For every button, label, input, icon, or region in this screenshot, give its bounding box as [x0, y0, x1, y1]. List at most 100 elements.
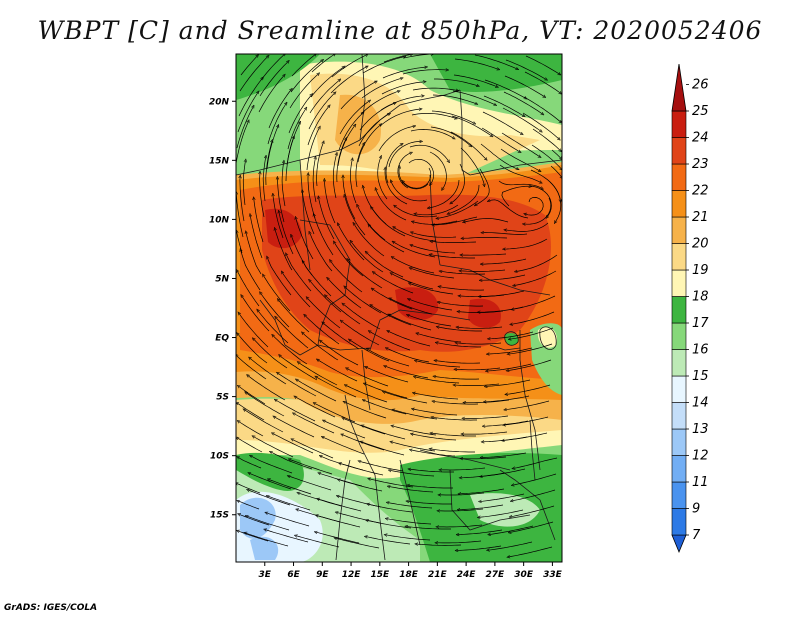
streamline	[239, 56, 268, 92]
streamline	[361, 442, 405, 456]
streamline	[482, 258, 527, 264]
streamline	[439, 302, 484, 307]
streamline	[430, 255, 475, 259]
streamline	[439, 492, 485, 495]
streamline	[351, 241, 384, 273]
streamline	[416, 361, 461, 368]
country-border	[335, 459, 351, 561]
streamline	[431, 110, 475, 124]
streamline	[402, 70, 447, 75]
streamline	[336, 139, 346, 183]
streamline	[368, 349, 410, 367]
streamline	[408, 158, 434, 184]
colorbar-label: 20	[692, 237, 709, 252]
streamline	[386, 535, 431, 541]
colorbar-cell	[671, 375, 687, 403]
lon-tick-label: 21E	[428, 570, 448, 580]
streamline	[481, 274, 526, 280]
streamline	[359, 461, 404, 472]
streamline	[305, 315, 340, 345]
streamline	[476, 168, 490, 205]
colorbar-label: 12	[692, 449, 709, 464]
chart-title: WBPT [C] and Sreamline at 850hPa, VT: 20…	[37, 16, 763, 45]
streamline	[312, 158, 316, 203]
country-border	[519, 330, 541, 471]
streamline	[524, 71, 561, 93]
colorbar-cell	[671, 349, 687, 377]
colorbar-cell	[671, 481, 687, 509]
streamline	[343, 176, 356, 220]
streamline	[236, 193, 244, 238]
streamline	[335, 538, 380, 549]
streamline	[486, 379, 531, 387]
streamline	[502, 107, 541, 131]
streamline	[434, 376, 480, 380]
streamline	[258, 310, 289, 344]
streamline	[267, 103, 286, 145]
streamline	[391, 181, 428, 202]
streamline	[367, 520, 412, 529]
streamline	[504, 416, 549, 425]
streamline	[409, 469, 454, 473]
streamline	[310, 67, 344, 98]
streamline	[484, 79, 526, 98]
streamline	[361, 78, 402, 99]
colorbar-label: 17	[692, 316, 709, 331]
streamline	[236, 106, 253, 149]
streamline	[238, 531, 269, 542]
streamline	[265, 530, 309, 543]
streamline	[383, 54, 412, 63]
streamline	[303, 333, 339, 361]
streamline	[508, 546, 553, 557]
map-frame	[235, 53, 563, 563]
country-border	[459, 89, 471, 176]
country-border	[489, 344, 521, 351]
streamline	[382, 67, 426, 79]
colorbar-label: 11	[692, 475, 709, 490]
streamline	[406, 526, 451, 530]
streamline	[479, 509, 524, 517]
colorbar-cell	[671, 296, 687, 324]
streamline	[499, 164, 541, 183]
streamline	[246, 393, 285, 417]
streamline	[433, 216, 478, 225]
colorbar-label: 22	[692, 184, 709, 199]
streamline	[501, 186, 531, 207]
streamline	[431, 433, 476, 437]
lon-tick-label: 12E	[342, 570, 362, 580]
latitude-axis: 20N 15N 10N 5N EQ 5S 10S 15S	[209, 97, 236, 521]
colorbar-cell	[671, 428, 687, 456]
streamline	[482, 452, 527, 458]
country-border	[499, 469, 556, 541]
streamline	[308, 93, 335, 130]
streamline	[241, 250, 261, 291]
streamline	[504, 238, 548, 249]
streamline	[488, 347, 533, 354]
streamline	[238, 501, 260, 510]
streamline	[433, 401, 479, 405]
streamline	[505, 400, 550, 410]
country-border	[344, 394, 386, 561]
country-borders	[236, 54, 562, 561]
streamline	[340, 82, 376, 110]
colorbar-cell	[671, 269, 687, 297]
streamline	[238, 457, 262, 469]
streamline	[237, 403, 265, 421]
streamline	[457, 327, 503, 328]
streamline	[242, 160, 245, 206]
streamline	[464, 218, 509, 223]
streamline	[550, 165, 562, 178]
streamline	[416, 544, 462, 545]
streamline	[369, 225, 405, 253]
streamline	[318, 499, 362, 512]
streamline	[236, 355, 267, 380]
lat-tick-label: 10S	[210, 452, 229, 462]
streamline	[297, 380, 337, 402]
streamline	[369, 479, 414, 488]
streamline	[385, 366, 429, 379]
streamline	[378, 126, 415, 152]
streamline	[479, 306, 524, 312]
streamline	[531, 144, 562, 169]
streamline	[459, 504, 504, 510]
streamline	[260, 54, 285, 81]
